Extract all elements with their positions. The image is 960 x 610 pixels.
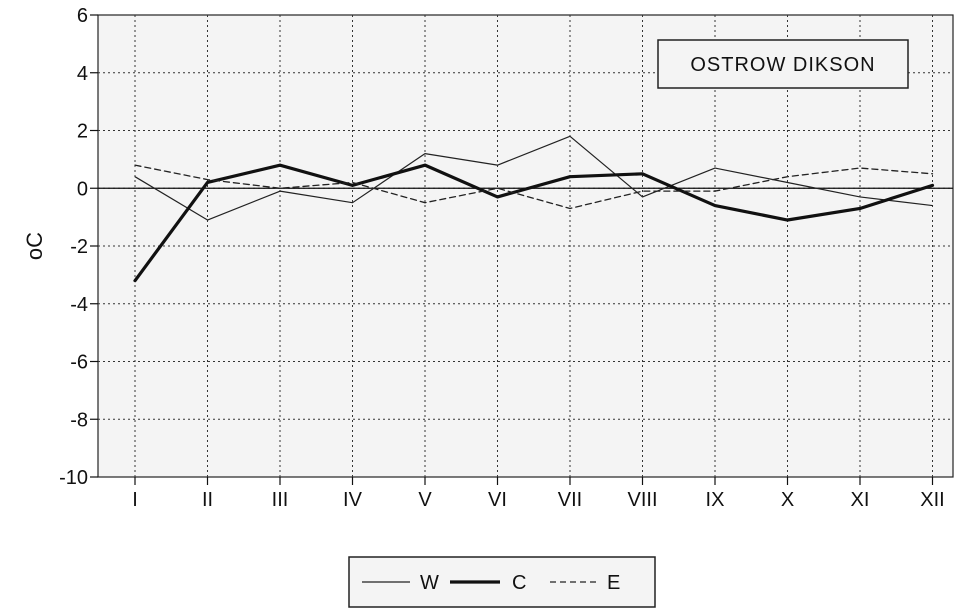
series-lines xyxy=(133,135,935,283)
plot-area xyxy=(97,14,954,478)
x-tick-label: IV xyxy=(343,489,363,511)
x-tick-label: VII xyxy=(558,489,582,511)
chart-title: OSTROW DIKSON xyxy=(690,54,875,76)
y-tick-label: 2 xyxy=(77,121,88,143)
series-line-e xyxy=(134,164,934,210)
y-tick-labels: 6 4 2 0 -2 -4 -6 -8 -10 xyxy=(59,5,98,489)
x-tick-label: XII xyxy=(920,489,944,511)
series-line-w xyxy=(134,135,934,221)
x-tick-label: XI xyxy=(851,489,870,511)
x-tick-label: II xyxy=(202,489,213,511)
y-tick-label: 6 xyxy=(77,5,88,27)
x-tick-label: I xyxy=(132,489,138,511)
x-tick-labels: I II III IV V VI VII VIII IX X XI XII xyxy=(132,477,945,511)
y-tick-label: 0 xyxy=(77,178,88,200)
y-tick-label: 4 xyxy=(77,63,88,85)
x-tick-label: VIII xyxy=(627,489,657,511)
x-tick-label: IX xyxy=(706,489,725,511)
y-tick-label: -2 xyxy=(70,236,88,258)
grid xyxy=(98,15,953,477)
x-tick-label: III xyxy=(272,489,289,511)
x-tick-label: V xyxy=(418,489,432,511)
y-tick-label: -10 xyxy=(59,467,88,489)
series-line-c xyxy=(133,163,935,283)
legend-label-c: C xyxy=(512,572,526,594)
y-axis-title: oC xyxy=(22,232,47,260)
title-box: OSTROW DIKSON xyxy=(657,39,909,89)
y-tick-label: -6 xyxy=(70,352,88,374)
y-tick-label: -4 xyxy=(70,294,88,316)
legend-label-w: W xyxy=(420,572,439,594)
x-tick-label: X xyxy=(781,489,794,511)
legend-label-e: E xyxy=(607,572,620,594)
y-tick-label: -8 xyxy=(70,409,88,431)
x-tick-label: VI xyxy=(488,489,507,511)
